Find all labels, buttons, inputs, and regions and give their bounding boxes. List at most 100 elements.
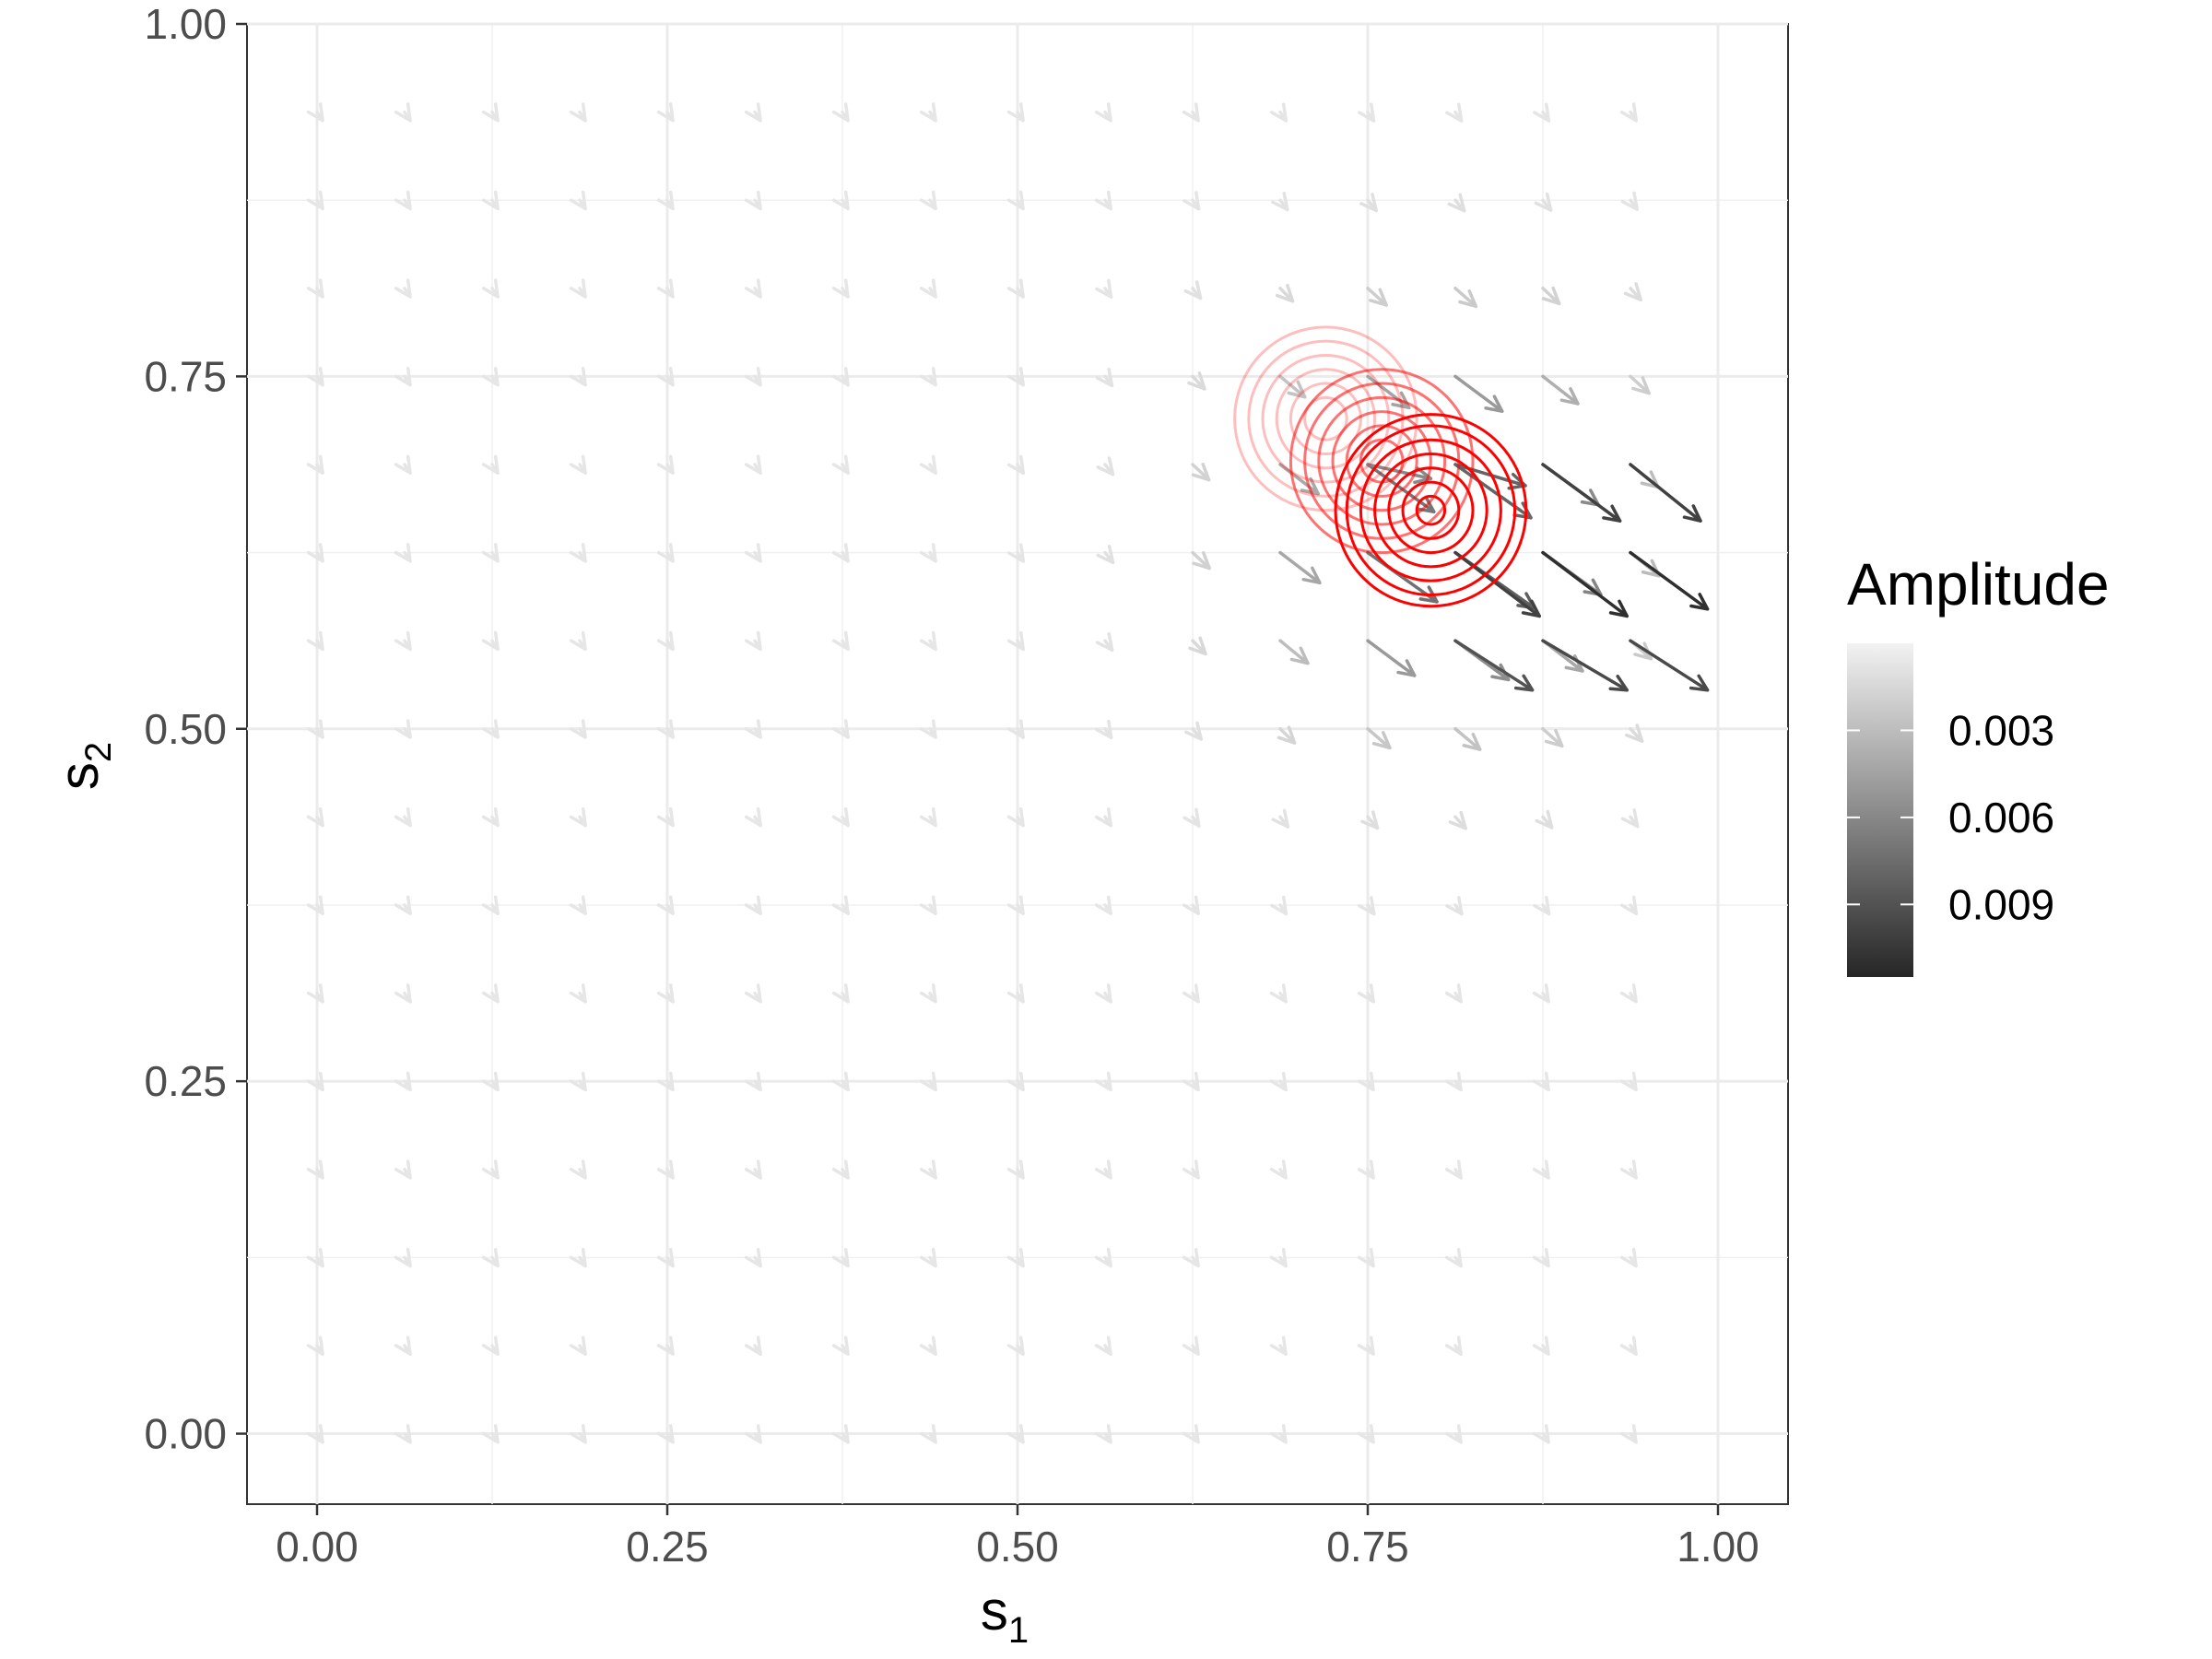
amplitude-contours [1233,325,1528,608]
arrow-head [1095,278,1113,300]
vector-arrow [306,454,324,475]
arrow-head [744,719,762,739]
arrow-head [1188,636,1207,656]
arrow-shaft [1366,463,1436,513]
vector-arrow [656,983,675,1004]
x-axis-title: s1 [981,1580,1029,1651]
y-tick-label: 0.50 [144,705,227,753]
x-tick-label: 0.50 [976,1523,1059,1571]
arrow-head [306,719,324,739]
vector-arrow [1182,983,1200,1004]
vector-arrow [919,102,937,123]
arrow-head [1689,593,1710,611]
vector-arrow [1277,725,1297,745]
vector-arrow [919,806,937,828]
arrow-head [1006,367,1026,387]
vector-arrow [831,1071,850,1092]
arrow-head [1269,102,1288,123]
vector-arrow [481,806,500,828]
arrow-head [306,806,324,828]
vector-arrow [1094,102,1112,123]
vector-arrow [394,190,412,211]
vector-arrow [1357,1335,1375,1356]
vector-arrow [569,190,587,211]
vector-arrow [744,366,762,387]
vector-arrow [1619,102,1638,123]
vector-arrow [481,1071,500,1092]
vector-arrow [919,1071,937,1092]
vector-arrow [394,278,412,299]
arrow-shaft [1541,550,1629,618]
vector-arrow [744,190,762,211]
arrow-head [919,1071,937,1092]
arrow-head [394,1159,412,1180]
vector-arrow [1541,286,1561,306]
vector-arrow [656,366,675,387]
vector-arrow [306,1247,324,1268]
arrow-head [1444,1071,1463,1092]
arrow-head [1532,1159,1550,1180]
arrow-head [919,1335,937,1356]
arrow-head [919,1159,937,1180]
vector-arrow [1444,1071,1463,1092]
arrow-head [919,102,937,123]
vector-arrow [1278,550,1322,585]
vector-arrow [1182,191,1201,211]
vector-arrow [481,983,500,1004]
arrow-head [1369,288,1388,307]
arrow-head [656,366,675,387]
contour-line [1345,424,1418,498]
vector-arrow [1623,282,1642,301]
vector-arrow [1278,639,1310,665]
arrow-head [1094,1071,1112,1092]
arrow-head [1182,1335,1200,1356]
vector-arrow [1541,374,1580,406]
arrow-head [919,1424,937,1444]
vector-arrow [1445,896,1464,916]
arrow-head [831,190,850,211]
arrow-head [1094,1159,1112,1180]
arrow-head [1445,102,1464,123]
arrow-head [1094,1335,1112,1356]
vector-arrow [569,1335,587,1356]
vector-arrow-strong [1541,463,1622,523]
vector-arrow [1269,1071,1288,1092]
vector-arrow [656,1159,675,1180]
arrow-head [744,1159,762,1180]
arrow-head [1444,1335,1463,1356]
vector-arrow [1191,463,1211,482]
arrow-head [1275,283,1295,303]
vector-arrow [744,1424,762,1444]
arrow-head [831,543,850,563]
vector-arrow [831,102,850,123]
arrow-head [1391,391,1411,410]
arrow-head [656,1159,675,1180]
vector-arrow [656,1071,675,1092]
arrow-head [481,1424,500,1444]
arrow-head [1458,289,1478,309]
arrow-head [481,1159,500,1180]
arrow-head [1444,1247,1463,1268]
arrow-shaft [1453,287,1478,309]
arrow-head [1532,1424,1550,1444]
vector-arrow [1006,630,1026,652]
vector-arrow [744,719,762,739]
vector-arrow [831,1424,850,1444]
arrow-head [1006,190,1025,211]
vector-arrow [394,102,412,123]
arrow-head [1357,1424,1375,1444]
arrow-head [1269,1335,1288,1356]
vector-arrow [1358,896,1376,916]
vector-arrow [394,719,412,739]
arrow-head [1006,895,1025,915]
y-tick-label: 0.25 [144,1057,227,1105]
y-axis: 0.00 0.25 0.50 0.75 1.00 [144,0,247,1458]
arrow-head [919,806,937,828]
vector-arrow [744,1159,762,1180]
vector-arrow [919,190,937,211]
legend-title: Amplitude [1847,551,2110,618]
vector-arrow [744,543,762,563]
arrow-shaft [1278,463,1320,496]
vector-arrow [569,1159,587,1180]
arrow-head [919,719,937,739]
